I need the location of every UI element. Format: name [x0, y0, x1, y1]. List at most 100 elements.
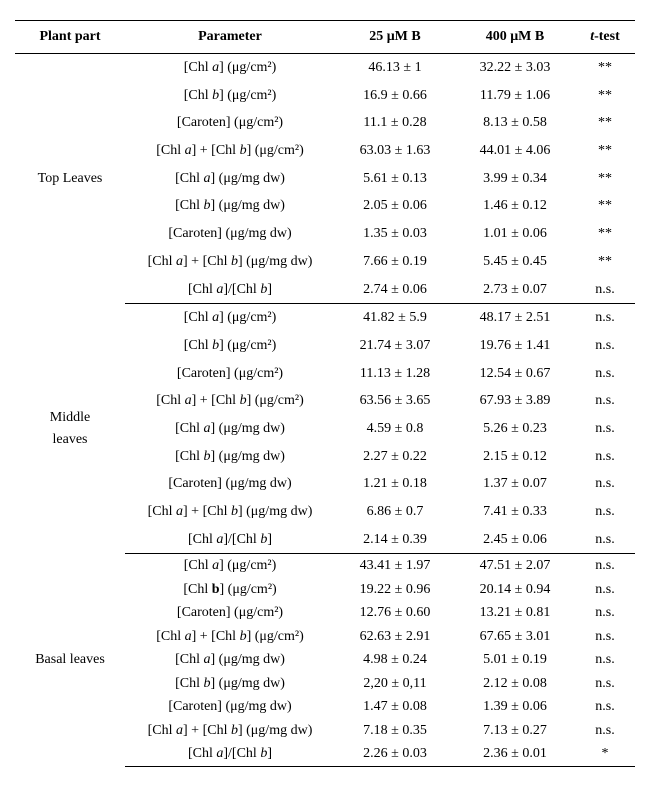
parameter-cell: [Chl b] (μg/mg dw)	[125, 443, 335, 471]
ttest-cell: n.s.	[575, 470, 635, 498]
parameter-cell: [Chl b] (μg/mg dw)	[125, 672, 335, 696]
parameter-cell: [Chl a] + [Chl b] (μg/mg dw)	[125, 248, 335, 276]
parameter-cell: [Chl a] (μg/mg dw)	[125, 415, 335, 443]
parameter-cell: [Chl a] + [Chl b] (μg/mg dw)	[125, 498, 335, 526]
value-25: 21.74 ± 3.07	[335, 332, 455, 360]
value-400: 19.76 ± 1.41	[455, 332, 575, 360]
ttest-cell: n.s.	[575, 387, 635, 415]
value-400: 32.22 ± 3.03	[455, 54, 575, 82]
ttest-cell: n.s.	[575, 578, 635, 602]
value-25: 1.47 ± 0.08	[335, 695, 455, 719]
ttest-cell: **	[575, 54, 635, 82]
value-25: 16.9 ± 0.66	[335, 82, 455, 110]
parameter-cell: [Caroten] (μg/cm²)	[125, 601, 335, 625]
plant-part-cell: Basal leaves	[15, 554, 125, 767]
value-25: 11.13 ± 1.28	[335, 360, 455, 388]
parameter-cell: [Chl a] (μg/cm²)	[125, 304, 335, 332]
value-25: 7.66 ± 0.19	[335, 248, 455, 276]
table-row: Middle leaves[Chl a] (μg/cm²)41.82 ± 5.9…	[15, 304, 635, 332]
parameter-cell: [Chl b] (μg/cm²)	[125, 82, 335, 110]
value-25: 2.27 ± 0.22	[335, 443, 455, 471]
value-25: 2,20 ± 0,11	[335, 672, 455, 696]
value-25: 4.59 ± 0.8	[335, 415, 455, 443]
ttest-cell: n.s.	[575, 276, 635, 304]
plant-part-cell: Top Leaves	[15, 54, 125, 304]
ttest-cell: n.s.	[575, 695, 635, 719]
table-row: Top Leaves[Chl a] (μg/cm²)46.13 ± 132.22…	[15, 54, 635, 82]
parameter-cell: [Chl a] (μg/cm²)	[125, 554, 335, 578]
value-400: 12.54 ± 0.67	[455, 360, 575, 388]
ttest-cell: n.s.	[575, 360, 635, 388]
ttest-cell: *	[575, 742, 635, 766]
value-400: 1.46 ± 0.12	[455, 192, 575, 220]
ttest-cell: n.s.	[575, 625, 635, 649]
value-400: 1.01 ± 0.06	[455, 220, 575, 248]
value-25: 2.74 ± 0.06	[335, 276, 455, 304]
value-25: 6.86 ± 0.7	[335, 498, 455, 526]
parameter-cell: [Chl a] + [Chl b] (μg/cm²)	[125, 625, 335, 649]
value-25: 2.26 ± 0.03	[335, 742, 455, 766]
col-25: 25 μM B	[335, 21, 455, 54]
parameter-cell: [Chl a]/[Chl b]	[125, 276, 335, 304]
value-400: 44.01 ± 4.06	[455, 137, 575, 165]
ttest-cell: n.s.	[575, 526, 635, 554]
ttest-cell: n.s.	[575, 601, 635, 625]
value-25: 43.41 ± 1.97	[335, 554, 455, 578]
ttest-cell: n.s.	[575, 719, 635, 743]
parameter-cell: [Caroten] (μg/mg dw)	[125, 695, 335, 719]
value-400: 13.21 ± 0.81	[455, 601, 575, 625]
value-400: 7.13 ± 0.27	[455, 719, 575, 743]
value-400: 2.36 ± 0.01	[455, 742, 575, 766]
value-400: 1.39 ± 0.06	[455, 695, 575, 719]
table-row: Basal leaves[Chl a] (μg/cm²)43.41 ± 1.97…	[15, 554, 635, 578]
parameter-cell: [Chl a] (μg/mg dw)	[125, 648, 335, 672]
value-400: 2.12 ± 0.08	[455, 672, 575, 696]
parameter-cell: [Chl b] (μg/cm²)	[125, 578, 335, 602]
value-25: 46.13 ± 1	[335, 54, 455, 82]
value-25: 1.35 ± 0.03	[335, 220, 455, 248]
plant-part-cell: Middle leaves	[15, 304, 125, 554]
pigment-table: Plant part Parameter 25 μM B 400 μM B t-…	[15, 20, 635, 767]
ttest-cell: n.s.	[575, 554, 635, 578]
parameter-cell: [Chl b] (μg/cm²)	[125, 332, 335, 360]
col-parameter: Parameter	[125, 21, 335, 54]
parameter-cell: [Chl a]/[Chl b]	[125, 526, 335, 554]
value-400: 67.65 ± 3.01	[455, 625, 575, 649]
ttest-cell: n.s.	[575, 672, 635, 696]
value-25: 2.05 ± 0.06	[335, 192, 455, 220]
ttest-cell: **	[575, 248, 635, 276]
parameter-cell: [Caroten] (μg/cm²)	[125, 109, 335, 137]
value-25: 2.14 ± 0.39	[335, 526, 455, 554]
value-400: 3.99 ± 0.34	[455, 165, 575, 193]
parameter-cell: [Chl a] + [Chl b] (μg/cm²)	[125, 387, 335, 415]
parameter-cell: [Chl a] + [Chl b] (μg/mg dw)	[125, 719, 335, 743]
ttest-cell: **	[575, 220, 635, 248]
ttest-cell: n.s.	[575, 443, 635, 471]
value-25: 4.98 ± 0.24	[335, 648, 455, 672]
value-25: 11.1 ± 0.28	[335, 109, 455, 137]
value-400: 8.13 ± 0.58	[455, 109, 575, 137]
ttest-cell: **	[575, 165, 635, 193]
value-400: 67.93 ± 3.89	[455, 387, 575, 415]
ttest-cell: n.s.	[575, 498, 635, 526]
value-400: 2.73 ± 0.07	[455, 276, 575, 304]
parameter-cell: [Chl a] (μg/cm²)	[125, 54, 335, 82]
value-25: 19.22 ± 0.96	[335, 578, 455, 602]
ttest-cell: **	[575, 82, 635, 110]
value-400: 2.15 ± 0.12	[455, 443, 575, 471]
value-400: 48.17 ± 2.51	[455, 304, 575, 332]
col-ttest: t-test	[575, 21, 635, 54]
header-row: Plant part Parameter 25 μM B 400 μM B t-…	[15, 21, 635, 54]
parameter-cell: [Caroten] (μg/mg dw)	[125, 470, 335, 498]
ttest-cell: n.s.	[575, 304, 635, 332]
value-400: 11.79 ± 1.06	[455, 82, 575, 110]
parameter-cell: [Chl a] (μg/mg dw)	[125, 165, 335, 193]
value-25: 5.61 ± 0.13	[335, 165, 455, 193]
value-25: 7.18 ± 0.35	[335, 719, 455, 743]
value-400: 5.01 ± 0.19	[455, 648, 575, 672]
value-25: 41.82 ± 5.9	[335, 304, 455, 332]
ttest-cell: **	[575, 137, 635, 165]
value-400: 7.41 ± 0.33	[455, 498, 575, 526]
ttest-cell: n.s.	[575, 415, 635, 443]
value-400: 47.51 ± 2.07	[455, 554, 575, 578]
